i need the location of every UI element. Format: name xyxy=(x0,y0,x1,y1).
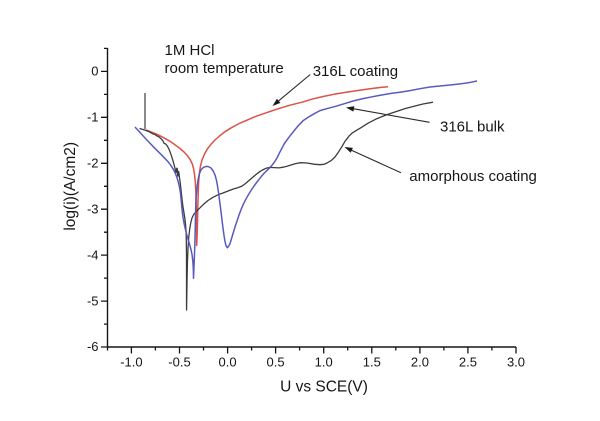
svg-text:316L coating: 316L coating xyxy=(313,63,398,80)
svg-text:-4: -4 xyxy=(87,247,99,262)
svg-text:0.0: 0.0 xyxy=(219,355,237,370)
svg-text:-1: -1 xyxy=(87,110,99,125)
svg-text:316L bulk: 316L bulk xyxy=(440,119,505,136)
svg-text:-3: -3 xyxy=(87,201,99,216)
svg-text:log(i)(A/cm2): log(i)(A/cm2) xyxy=(62,142,79,231)
svg-text:-6: -6 xyxy=(87,339,99,354)
svg-text:amorphous coating: amorphous coating xyxy=(409,168,537,185)
svg-text:2.0: 2.0 xyxy=(411,355,429,370)
svg-text:0: 0 xyxy=(91,64,98,79)
svg-text:-1.0: -1.0 xyxy=(120,355,142,370)
svg-text:room temperature: room temperature xyxy=(165,60,284,77)
svg-text:2.5: 2.5 xyxy=(459,355,477,370)
svg-text:U vs SCE(V): U vs SCE(V) xyxy=(280,379,368,396)
svg-text:-5: -5 xyxy=(87,293,99,308)
svg-text:3.0: 3.0 xyxy=(507,355,525,370)
svg-text:1.0: 1.0 xyxy=(315,355,333,370)
svg-text:1.5: 1.5 xyxy=(363,355,381,370)
svg-text:1M HCl: 1M HCl xyxy=(165,42,215,59)
svg-text:-2: -2 xyxy=(87,156,99,171)
svg-text:0.5: 0.5 xyxy=(267,355,285,370)
svg-text:-0.5: -0.5 xyxy=(168,355,190,370)
